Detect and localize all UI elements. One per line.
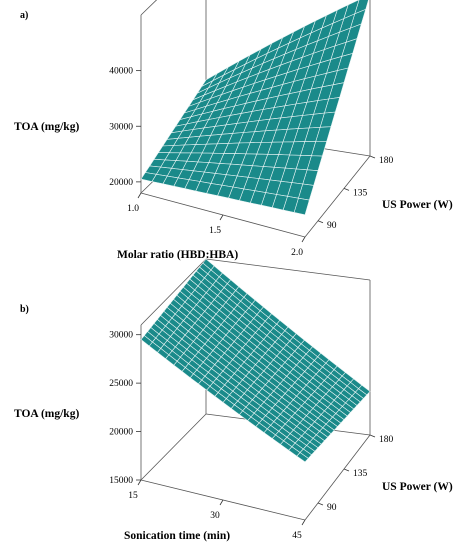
panel-a-label: a) <box>20 10 28 21</box>
a-z-tick-label: 30000 <box>109 122 133 132</box>
b-y-tickmark <box>343 468 350 472</box>
panel-b-y-axis-title: US Power (W) <box>382 481 453 493</box>
b-z-tick-label: 25000 <box>109 379 133 389</box>
panel-a-y-axis-title: US Power (W) <box>382 199 453 211</box>
panel-a-surface <box>140 0 369 216</box>
b-z-tick-label: 20000 <box>109 428 133 438</box>
a-y-tickmark <box>369 155 376 159</box>
a-y-tick-label: 90 <box>327 221 337 231</box>
a-x-tick-label: 1.5 <box>209 226 221 236</box>
a-x-tickmark <box>137 192 142 199</box>
panel-b-ticks: 15 30 45 90 135 180 15000 20000 25000 30000 <box>109 331 393 541</box>
panel-a-x-axis-title: Molar ratio (HBD:HBA) <box>117 249 238 261</box>
panel-a: a) 1.0 1.5 2.0 90 135 180 20000 30000 40000 TOA … <box>14 0 453 261</box>
b-z-tick-label: 30000 <box>109 331 133 341</box>
panel-b-surface <box>140 258 371 463</box>
b-y-tick-label: 90 <box>327 503 337 513</box>
a-box-edge <box>140 0 158 16</box>
b-y-tick-label: 135 <box>353 469 368 479</box>
a-x-tickmark <box>219 214 224 221</box>
b-box-edge <box>304 434 371 521</box>
panel-b-z-axis-title: TOA (mg/kg) <box>14 408 79 420</box>
a-surface-cell <box>140 172 157 182</box>
b-y-tickmark <box>317 502 324 506</box>
a-y-tick-label: 180 <box>379 156 394 166</box>
b-box-edge <box>140 258 207 326</box>
a-y-tickmark <box>317 220 324 224</box>
panel-b-x-axis-title: Sonication time (min) <box>124 530 230 542</box>
panel-a-z-axis-title: TOA (mg/kg) <box>14 121 79 133</box>
b-x-tickmark <box>137 479 142 486</box>
b-x-tick-label: 30 <box>210 511 220 521</box>
a-z-tick-label: 20000 <box>109 178 133 188</box>
b-y-tickmark <box>369 434 376 438</box>
b-box-edge <box>205 258 371 281</box>
b-y-tick-label: 180 <box>379 435 394 445</box>
b-z-tick-label: 15000 <box>109 476 133 486</box>
a-x-tick-label: 2.0 <box>291 248 303 258</box>
a-z-tick-label: 40000 <box>109 67 133 77</box>
b-surface-cell <box>140 335 153 347</box>
a-box-edge <box>304 155 371 238</box>
panel-a-ticks: 1.0 1.5 2.0 90 135 180 20000 30000 40000 <box>109 67 393 258</box>
a-y-tick-label: 135 <box>353 188 368 198</box>
a-x-tick-label: 1.0 <box>127 204 139 214</box>
b-x-tick-label: 45 <box>292 531 302 541</box>
panel-b: b) 15 30 45 90 135 180 15000 20000 25000 30000 TO… <box>14 258 453 542</box>
a-x-tickmark <box>301 236 306 243</box>
panel-b-label: b) <box>20 304 29 315</box>
a-y-tickmark <box>343 188 350 191</box>
b-x-tickmark <box>219 499 224 506</box>
b-x-tick-label: 15 <box>128 491 138 501</box>
b-x-tickmark <box>301 519 306 526</box>
b-box-edge <box>140 413 207 481</box>
